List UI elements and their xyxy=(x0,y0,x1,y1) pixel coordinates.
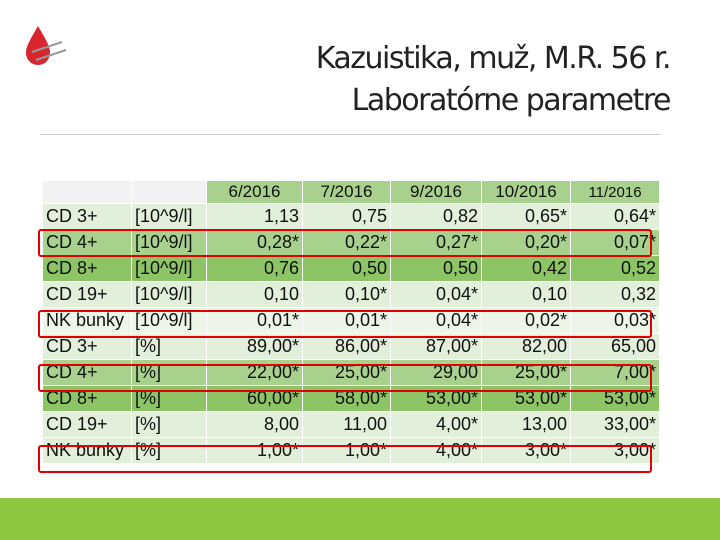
value-cell: 7,00* xyxy=(570,359,660,386)
value-cell: 0,50 xyxy=(302,255,391,282)
value-cell: 29,00 xyxy=(390,359,482,386)
table-row: CD 19+ [%] 8,00 11,00 4,00* 13,00 33,00* xyxy=(42,411,660,438)
table-row: CD 8+ [10^9/l] 0,76 0,50 0,50 0,42 0,52 xyxy=(42,255,660,282)
empty-cell xyxy=(42,180,132,204)
value-cell: 0,65* xyxy=(481,203,571,230)
divider xyxy=(40,134,660,135)
value-cell: 0,42 xyxy=(481,255,571,282)
table-row: CD 8+ [%] 60,00* 58,00* 53,00* 53,00* 53,00* xyxy=(42,385,660,412)
column-header: 7/2016 xyxy=(302,180,391,204)
highlight-box xyxy=(38,229,652,257)
value-cell: 0,75 xyxy=(302,203,391,230)
title-line: Kazuistika, muž, M.R. 56 r. xyxy=(315,41,672,76)
value-cell: 0,10 xyxy=(206,281,303,308)
column-header: 11/2016 xyxy=(570,180,660,204)
parameter: CD 19+ xyxy=(42,411,132,438)
value-cell: 0,04* xyxy=(390,281,482,308)
header-row: 6/2016 7/2016 9/2016 10/2016 11/2016 xyxy=(42,180,660,204)
parameter: CD 4+ xyxy=(42,229,132,256)
parameter: CD 8+ xyxy=(42,255,132,282)
highlight-box xyxy=(38,310,652,338)
parameter: CD 3+ xyxy=(42,203,132,230)
value-cell: 0,82 xyxy=(390,203,482,230)
value-cell: 0,28* xyxy=(206,229,303,256)
value-cell: 53,00* xyxy=(570,385,660,412)
table-row: CD 4+ [%] 22,00* 25,00* 29,00 25,00* 7,00* xyxy=(42,359,660,386)
column-header: 9/2016 xyxy=(390,180,482,204)
table-row: NK bunky [%] 1,00* 1,00* 4,00* 3,00* 3,00* xyxy=(42,437,660,464)
value-cell: 0,10* xyxy=(302,281,391,308)
value-cell: 13,00 xyxy=(481,411,571,438)
logo xyxy=(26,26,67,65)
unit: [%] xyxy=(131,385,207,412)
highlight-box xyxy=(38,445,652,473)
title: Kazuistika, muž, M.R. 56 r. Laboratórne p… xyxy=(315,38,672,122)
value-cell: 8,00 xyxy=(206,411,303,438)
parameter: CD 4+ xyxy=(42,359,132,386)
value-cell: 0,10 xyxy=(481,281,571,308)
parameter: CD 19+ xyxy=(42,281,132,308)
unit: [10^9/l] xyxy=(131,255,207,282)
value-cell: 4,00* xyxy=(390,411,482,438)
footer-bar xyxy=(0,498,720,540)
unit: [10^9/l] xyxy=(131,203,207,230)
value-cell: 25,00* xyxy=(302,359,391,386)
value-cell: 0,22* xyxy=(302,229,391,256)
value-cell: 0,50 xyxy=(390,255,482,282)
column-header: 6/2016 xyxy=(206,180,303,204)
table-row: CD 19+ [10^9/l] 0,10 0,10* 0,04* 0,10 0,32 xyxy=(42,281,660,308)
table-row: CD 3+ [10^9/l] 1,13 0,75 0,82 0,65* 0,64* xyxy=(42,203,660,230)
unit: [10^9/l] xyxy=(131,281,207,308)
empty-cell xyxy=(131,180,207,204)
value-cell: 1,13 xyxy=(206,203,303,230)
unit: [%] xyxy=(131,411,207,438)
value-cell: 33,00* xyxy=(570,411,660,438)
value-cell: 0,32 xyxy=(570,281,660,308)
value-cell: 0,64* xyxy=(570,203,660,230)
value-cell: 0,52 xyxy=(570,255,660,282)
value-cell: 1,00* xyxy=(302,437,391,464)
value-cell: 22,00* xyxy=(206,359,303,386)
value-cell: 11,00 xyxy=(302,411,391,438)
value-cell: 0,76 xyxy=(206,255,303,282)
title-line: Laboratórne parametre xyxy=(351,83,672,118)
value-cell: 60,00* xyxy=(206,385,303,412)
column-header: 10/2016 xyxy=(481,180,571,204)
highlight-box xyxy=(38,364,652,392)
